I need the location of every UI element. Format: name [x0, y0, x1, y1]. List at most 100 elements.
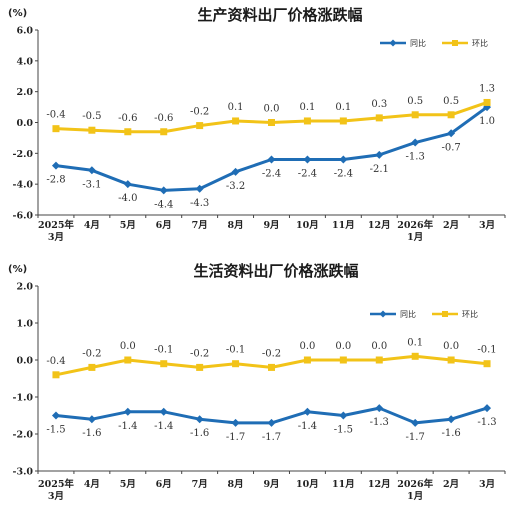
data-point-mom: [160, 360, 168, 368]
data-point-mom: [268, 363, 275, 371]
data-point-mom: [88, 363, 96, 371]
x-tick-label-line: 2026年: [397, 219, 433, 231]
x-tick-label-line: 3月: [479, 220, 495, 231]
data-label-mom: 0.0: [335, 341, 351, 352]
data-label-yoy: -1.7: [406, 432, 425, 443]
data-point-mom: [483, 360, 491, 368]
data-label-yoy: -1.6: [441, 428, 460, 439]
data-point-mom: [303, 117, 311, 125]
data-label-yoy: -1.4: [118, 421, 137, 432]
x-tick-label: 11月: [332, 220, 355, 231]
data-label-mom: 0.1: [299, 102, 315, 113]
x-tick-label: 2025年 3月: [38, 219, 74, 243]
data-point-yoy: [411, 418, 420, 427]
data-label-mom: -0.2: [262, 348, 281, 359]
x-tick-label: 2026年 1月: [397, 478, 433, 502]
data-point-yoy: [483, 404, 492, 413]
data-label-yoy: -1.4: [298, 421, 317, 432]
data-label-yoy: -1.3: [477, 417, 496, 428]
data-point-yoy: [267, 418, 276, 427]
x-tick-label: 8月: [228, 479, 244, 490]
x-tick-label-line: 5月: [120, 220, 136, 231]
x-tick-label-line: 3月: [48, 491, 64, 502]
y-tick-label: -1.0: [13, 393, 34, 404]
x-tick-label-line: 8月: [228, 479, 244, 490]
x-tick-label: 10月: [296, 479, 319, 490]
data-label-mom: 0.0: [371, 341, 387, 352]
data-point-mom: [303, 356, 311, 364]
x-tick-label: 8月: [228, 220, 244, 231]
data-label-mom: -0.1: [154, 345, 173, 356]
data-label-mom: -0.2: [190, 107, 209, 118]
x-tick-label: 5月: [120, 220, 136, 231]
x-tick-label-line: 10月: [296, 220, 319, 231]
x-tick-label-line: 2025年: [38, 478, 74, 490]
data-point-yoy: [267, 155, 276, 164]
y-tick-label: 1.0: [16, 319, 33, 330]
data-label-mom: -0.4: [46, 356, 65, 367]
x-tick-label-line: 10月: [296, 479, 319, 490]
data-label-yoy: -1.4: [154, 421, 173, 432]
data-point-mom: [447, 356, 455, 364]
x-tick-label-line: 2月: [443, 220, 459, 231]
data-point-mom: [196, 122, 204, 130]
data-point-yoy: [159, 186, 168, 195]
legend-label-mom: 环比: [462, 309, 478, 319]
x-tick-label-line: 12月: [368, 479, 391, 490]
x-tick-label-line: 2月: [443, 479, 459, 490]
y-tick-label: -2.0: [13, 430, 34, 441]
chart-production-materials: 生产资料出厂价格涨跌幅 (%) 6.0 4.0 2.0 0.0 -2.0 -4.0 -6.0 20…: [0, 0, 522, 255]
x-tick-label-line: 1月: [407, 491, 423, 502]
data-point-mom: [339, 356, 347, 364]
x-tick-label: 4月: [84, 479, 100, 490]
x-tick-label-line: 9月: [263, 220, 279, 231]
data-label-yoy: -2.4: [298, 169, 317, 180]
data-label-yoy: -2.8: [46, 175, 65, 186]
data-label-mom: 1.3: [479, 83, 495, 94]
y-tick-label: -6.0: [13, 211, 34, 222]
data-label-mom: 0.5: [407, 96, 423, 107]
data-label-mom: 0.0: [443, 341, 459, 352]
legend-marker-mom: [442, 311, 448, 317]
data-point-mom: [52, 125, 60, 133]
data-point-yoy: [195, 415, 204, 424]
x-tick-label-line: 5月: [120, 479, 136, 490]
y-axis-unit: (%): [8, 264, 27, 275]
chart-living-materials: 生活资料出厂价格涨跌幅 (%) 2.0 1.0 0.0 -1.0 -2.0 -3.0 2025年…: [0, 256, 522, 511]
data-point-mom: [196, 363, 204, 371]
x-tick-label-line: 6月: [156, 479, 172, 490]
x-tick-label: 6月: [156, 220, 172, 231]
legend-label-yoy: 同比: [400, 309, 416, 319]
data-label-mom: 0.0: [120, 341, 136, 352]
data-point-yoy: [123, 180, 132, 189]
x-tick-label-line: 3月: [48, 232, 64, 243]
data-label-yoy: -1.5: [46, 425, 65, 436]
data-point-mom: [411, 352, 419, 360]
x-tick-label-line: 7月: [192, 220, 208, 231]
x-tick-label: 12月: [368, 479, 391, 490]
data-label-mom: -0.6: [118, 113, 137, 124]
data-point-yoy: [375, 404, 384, 413]
data-label-yoy: -4.3: [190, 198, 209, 209]
x-tick-label: 11月: [332, 479, 355, 490]
x-tick-label-line: 12月: [368, 220, 391, 231]
data-label-yoy: -3.2: [226, 181, 245, 192]
y-tick-label: 4.0: [16, 56, 33, 67]
data-label-mom: -0.1: [477, 345, 496, 356]
data-point-yoy: [411, 138, 420, 147]
x-tick-label: 4月: [84, 220, 100, 231]
data-label-yoy: -1.5: [334, 425, 353, 436]
data-point-yoy: [303, 155, 312, 164]
legend-label-yoy: 同比: [410, 38, 426, 48]
data-label-yoy: -0.7: [441, 142, 460, 153]
data-point-yoy: [339, 411, 348, 420]
y-tick-label: -3.0: [13, 467, 34, 478]
data-label-yoy: -2.4: [262, 169, 281, 180]
x-tick-label: 12月: [368, 220, 391, 231]
x-tick-label: 7月: [192, 220, 208, 231]
data-point-mom: [160, 128, 168, 136]
data-label-mom: -0.2: [190, 348, 209, 359]
data-point-yoy: [447, 129, 456, 138]
x-tick-label: 3月: [479, 479, 495, 490]
x-tick-label: 6月: [156, 479, 172, 490]
